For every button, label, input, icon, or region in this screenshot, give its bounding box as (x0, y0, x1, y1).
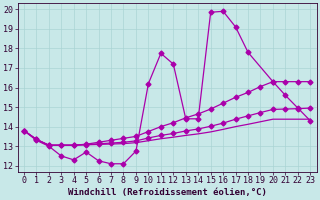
X-axis label: Windchill (Refroidissement éolien,°C): Windchill (Refroidissement éolien,°C) (68, 188, 267, 197)
